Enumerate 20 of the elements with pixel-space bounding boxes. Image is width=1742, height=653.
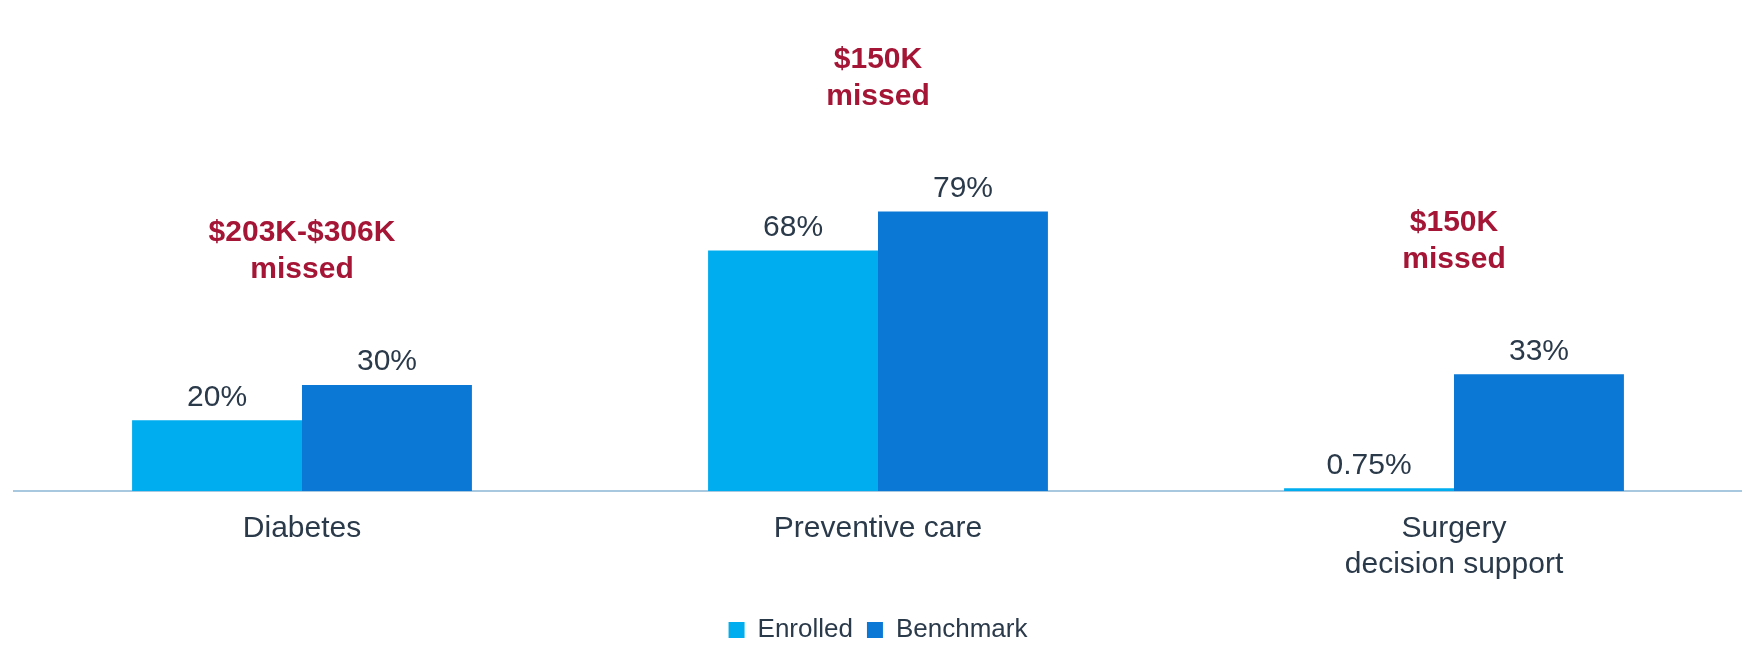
data-label: 20% — [187, 378, 248, 412]
bar — [708, 250, 878, 491]
bar — [132, 420, 302, 491]
x-tick-label: Diabetes — [242, 510, 362, 544]
bar — [1454, 374, 1624, 491]
data-label: 30% — [356, 343, 417, 377]
bar — [878, 211, 1048, 491]
legend-label: Benchmark — [895, 613, 1029, 644]
legend-label: Enrolled — [757, 613, 853, 644]
data-label: 68% — [763, 208, 824, 242]
annotation: $150K missed — [1402, 203, 1506, 274]
bar — [302, 384, 472, 491]
text: $150K missed — [826, 40, 930, 111]
x-tick-label: Preventive care — [773, 510, 983, 544]
data-label: 79% — [932, 169, 993, 203]
annotation: $203K-$306K missed — [208, 214, 396, 285]
bar — [1284, 488, 1454, 491]
x-tick-label: Surgery decision support — [1344, 510, 1564, 580]
data-label: 0.75% — [1326, 446, 1412, 480]
data-label: 33% — [1508, 332, 1569, 366]
